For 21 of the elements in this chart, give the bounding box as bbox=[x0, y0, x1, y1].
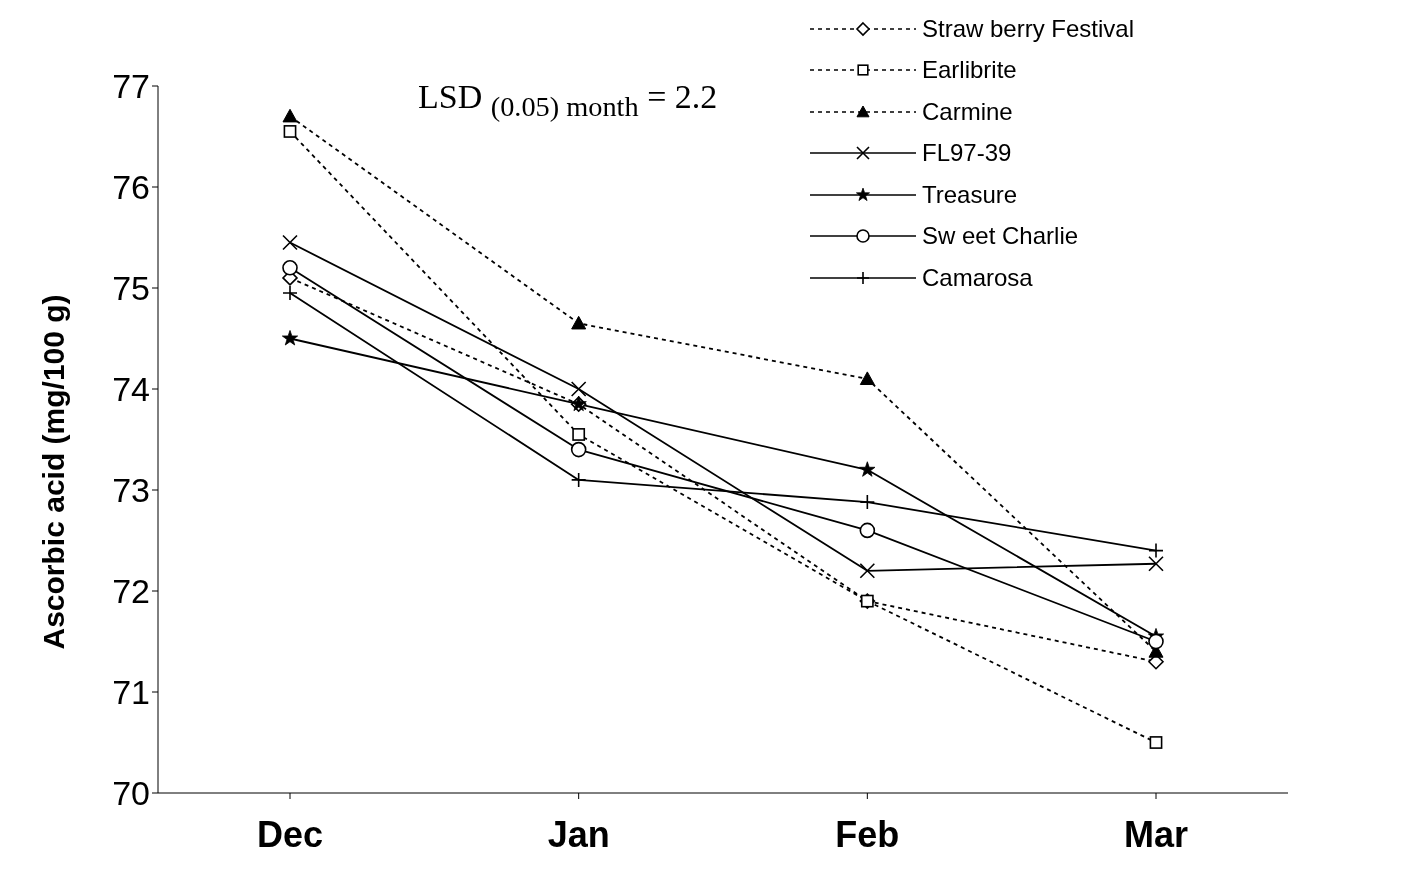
y-tick-label: 77 bbox=[112, 67, 150, 106]
legend-label: Camarosa bbox=[922, 263, 1033, 292]
legend-label: Straw berry Festival bbox=[922, 14, 1135, 43]
x-tick-label: Dec bbox=[256, 813, 324, 855]
legend-label: FL97-39 bbox=[922, 139, 1012, 168]
y-tick-label: 74 bbox=[112, 370, 150, 409]
annotation: LSD $_{(0.05) month}$ = 2.2 bbox=[418, 78, 718, 123]
legend-label: Earlibrite bbox=[922, 56, 1017, 85]
x-tick-label: Mar bbox=[1123, 813, 1189, 855]
y-tick-label: 71 bbox=[112, 673, 150, 712]
legend-label: Sw eet Charlie bbox=[922, 222, 1079, 251]
y-tick-label: 70 bbox=[112, 774, 150, 813]
x-tick-label: Feb bbox=[835, 813, 900, 855]
y-tick-label: 72 bbox=[112, 572, 150, 611]
y-axis-title: Ascorbic acid (mg/100 g) bbox=[36, 294, 70, 650]
legend-label: Treasure bbox=[922, 180, 1018, 209]
x-tick-label: Jan bbox=[547, 813, 610, 855]
y-tick-label: 75 bbox=[112, 269, 150, 308]
legend-label: Carmine bbox=[922, 97, 1013, 126]
y-tick-label: 73 bbox=[112, 471, 150, 510]
y-tick-label: 76 bbox=[112, 168, 150, 207]
